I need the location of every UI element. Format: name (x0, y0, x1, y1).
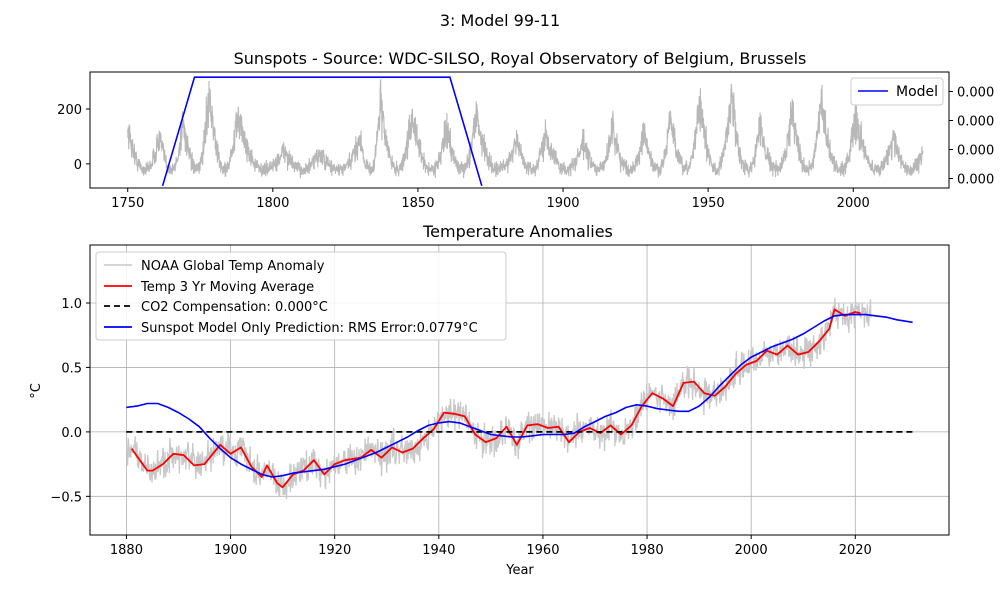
temperature-y-tick-label: −0.5 (50, 490, 82, 505)
temperature-x-tick-label: 1880 (110, 543, 143, 558)
legend-noaa-label: NOAA Global Temp Anomaly (141, 259, 325, 274)
sunspot-y-tick-label: 0 (74, 158, 82, 173)
sunspot-chart-title: Sunspots - Source: WDC-SILSO, Royal Obse… (234, 49, 807, 68)
sunspot-legend-model-label: Model (896, 84, 938, 100)
temperature-y-tick-label: 0.5 (61, 361, 82, 376)
noaa-anomaly-line (125, 297, 872, 500)
sunspot-plot-frame (89, 71, 950, 189)
temperature-x-tick-label: 1940 (422, 543, 455, 558)
sunspot-y-axis: 0 200 (57, 103, 90, 173)
sunspot-plot-area (127, 76, 924, 187)
sunspot-legend-box (850, 77, 944, 106)
legend-moving-label: Temp 3 Yr Moving Average (140, 280, 314, 295)
temperature-y-axis: −0.5 0.0 0.5 1.0 (50, 297, 90, 505)
temperature-legend-box (95, 251, 507, 341)
temperature-x-axis-label: Year (505, 563, 534, 578)
temperature-y-tick-label: 0.0 (61, 426, 82, 441)
legend-co2-label: CO2 Compensation: 0.000°C (141, 300, 328, 315)
sunspot-right-y-tick-label: 0.000 (957, 85, 994, 100)
temperature-y-tick-label: 1.0 (61, 297, 82, 312)
temperature-x-tick-label: 2020 (839, 543, 872, 558)
sunspot-chart: Sunspots - Source: WDC-SILSO, Royal Obse… (57, 49, 994, 211)
sunspot-right-y-axis: 0.000 0.000 0.000 0.000 (949, 85, 994, 188)
sunspot-right-y-tick-label: 0.000 (957, 144, 994, 159)
temperature-x-axis: 1880 1900 1920 1940 1960 1980 2000 2020 (110, 535, 872, 558)
sunspot-right-y-tick-label: 0.000 (957, 114, 994, 129)
temperature-plot-frame (89, 244, 950, 536)
temperature-y-axis-label: °C (29, 383, 44, 399)
sunspot-x-tick-label: 1950 (692, 196, 725, 211)
sunspot-model-prediction-line (126, 313, 913, 478)
sunspot-x-axis: 1750 1800 1850 1900 1950 2000 (111, 188, 870, 211)
sunspot-model-line (161, 76, 483, 187)
temperature-plot-area (125, 297, 913, 500)
temperature-chart: Temperature Anomalies 1880 1900 1920 1940 19… (29, 222, 950, 578)
temperature-chart-title: Temperature Anomalies (422, 222, 613, 241)
sunspot-x-tick-label: 1900 (546, 196, 579, 211)
legend-model-label: Sunspot Model Only Prediction: RMS Error… (141, 321, 478, 336)
sunspot-x-tick-label: 2000 (837, 196, 870, 211)
sunspot-x-tick-label: 1850 (401, 196, 434, 211)
sunspot-legend: Model (850, 77, 944, 106)
sunspot-y-tick-label: 200 (57, 103, 82, 118)
sunspot-x-tick-label: 1750 (111, 196, 144, 211)
figure-suptitle: 3: Model 99-11 (440, 11, 560, 30)
sunspot-record-line (127, 79, 924, 179)
temperature-x-tick-label: 1900 (214, 543, 247, 558)
sunspot-right-y-tick-label: 0.000 (957, 173, 994, 188)
temperature-x-tick-label: 1980 (631, 543, 664, 558)
temperature-x-tick-label: 1920 (318, 543, 351, 558)
temperature-legend: NOAA Global Temp Anomaly Temp 3 Yr Movin… (95, 251, 507, 341)
temperature-x-tick-label: 1960 (526, 543, 559, 558)
temperature-x-tick-label: 2000 (735, 543, 768, 558)
sunspot-x-tick-label: 1800 (256, 196, 289, 211)
